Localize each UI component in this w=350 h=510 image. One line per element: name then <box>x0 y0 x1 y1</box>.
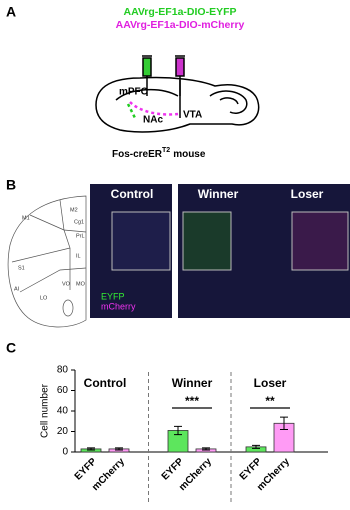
legend-label: EYFP <box>101 291 125 301</box>
atlas-label: M2 <box>70 207 78 213</box>
atlas-label: AI <box>14 286 20 292</box>
y-tick-label: 40 <box>57 406 69 417</box>
image-title: Winner <box>198 187 239 201</box>
region-label: mPFC <box>119 87 148 98</box>
y-tick-label: 0 <box>62 447 68 458</box>
region-label: NAc <box>143 115 163 126</box>
projection <box>126 103 138 121</box>
region-label: VTA <box>183 110 202 121</box>
x-tick-label: EYFP <box>160 456 186 482</box>
projection <box>129 101 179 116</box>
error-bar <box>87 447 95 451</box>
atlas-label: Cg1 <box>74 219 84 225</box>
group-title: Control <box>84 376 127 390</box>
y-tick-label: 80 <box>57 365 69 376</box>
mouse-word: mouse <box>173 149 206 160</box>
mouse-line: Fos-creERT2 mouse <box>112 147 206 160</box>
image-title: Control <box>111 187 154 201</box>
significance-label: ** <box>265 394 275 408</box>
atlas-label: LO <box>40 295 48 301</box>
mouse-line-name: Fos-creER <box>112 149 163 160</box>
panel-label: A <box>6 4 16 20</box>
atlas-drawing <box>7 195 87 328</box>
image-title: Loser <box>291 187 324 201</box>
y-axis-label: Cell number <box>40 383 51 438</box>
error-bar <box>174 425 182 436</box>
significance-label: *** <box>185 394 199 408</box>
y-tick-label: 20 <box>57 426 69 437</box>
atlas-label: S1 <box>18 265 25 271</box>
legend-label: mCherry <box>101 301 136 311</box>
atlas-label: PrL <box>76 233 85 239</box>
error-bar <box>280 416 288 430</box>
atlas-label: VO <box>62 281 71 287</box>
group-title: Loser <box>254 376 287 390</box>
error-bar <box>202 447 210 451</box>
panel-label: C <box>6 340 16 356</box>
inset <box>182 211 232 271</box>
x-tick-label: EYFP <box>238 456 264 482</box>
inset <box>111 211 171 271</box>
panel-label: B <box>6 177 16 193</box>
y-tick-label: 60 <box>57 385 69 396</box>
atlas-label: IL <box>76 253 81 259</box>
superscript: T2 <box>162 147 170 154</box>
virus-label: AAVrg-EF1a-DIO-mCherry <box>116 19 245 31</box>
atlas-label: M1 <box>22 215 30 221</box>
virus-label: AAVrg-EF1a-DIO-EYFP <box>124 6 237 18</box>
group-title: Winner <box>172 376 213 390</box>
error-bar <box>252 444 260 449</box>
error-bar <box>115 447 123 451</box>
atlas-label: MO <box>76 281 86 287</box>
x-tick-label: EYFP <box>73 456 99 482</box>
inset <box>291 211 349 271</box>
brain-sketch <box>95 55 260 133</box>
